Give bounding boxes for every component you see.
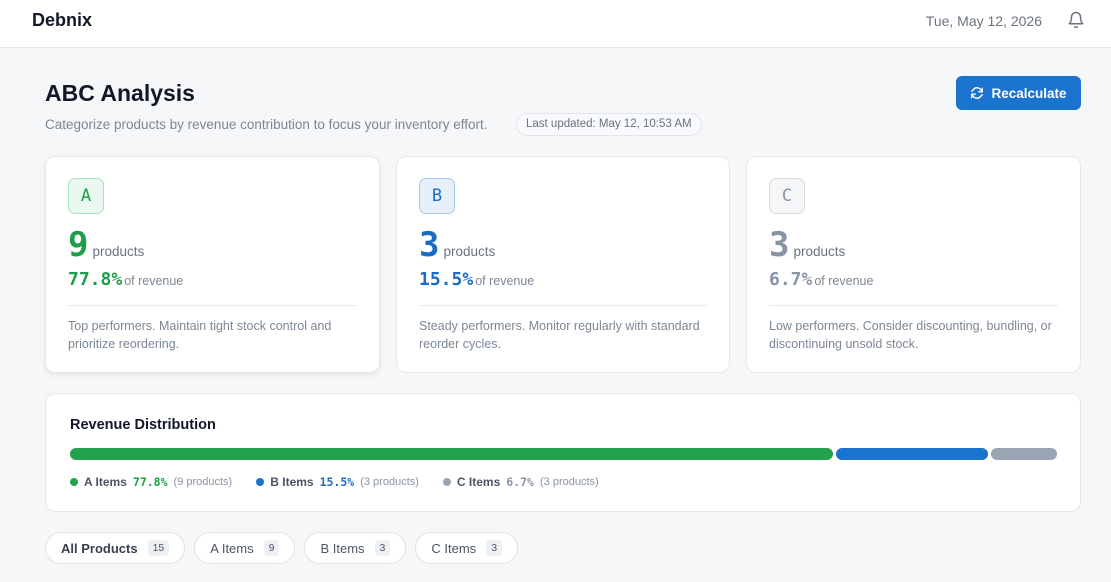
count-value: 9 bbox=[68, 225, 89, 265]
tier-description: Low performers. Consider discounting, bu… bbox=[769, 319, 1052, 351]
tab-count: 3 bbox=[486, 540, 503, 556]
legend-count: (9 products) bbox=[173, 476, 233, 488]
product-count: 3 products bbox=[419, 225, 495, 265]
bell-icon[interactable] bbox=[1067, 11, 1085, 29]
revenue-share: 6.7% of revenue bbox=[769, 269, 873, 290]
tab-a-items[interactable]: A Items 9 bbox=[194, 532, 296, 564]
segment-a bbox=[70, 448, 834, 460]
top-bar: Debnix Tue, May 12, 2026 bbox=[0, 0, 1111, 48]
tier-badge: B bbox=[419, 178, 455, 214]
legend-item-a: A Items 77.8% (9 products) bbox=[70, 475, 232, 489]
tab-label: A Items bbox=[210, 540, 254, 556]
tier-badge: C bbox=[769, 178, 805, 214]
legend-name: A Items bbox=[84, 475, 127, 489]
revenue-label: of revenue bbox=[124, 274, 184, 288]
count-label: products bbox=[793, 244, 846, 259]
legend-pct: 77.8% bbox=[132, 475, 168, 489]
legend-count: (3 products) bbox=[539, 476, 599, 488]
tab-count: 3 bbox=[374, 540, 391, 556]
tab-label: C Items bbox=[431, 540, 477, 556]
revenue-pct: 15.5% bbox=[419, 269, 474, 290]
legend-dot bbox=[442, 478, 451, 486]
tab-label: B Items bbox=[320, 540, 365, 556]
product-count: 9 products bbox=[68, 225, 144, 265]
tab-count: 9 bbox=[263, 540, 280, 556]
refresh-icon bbox=[971, 87, 984, 99]
tier-card-a[interactable]: A 9 products 77.8% of revenue Top performe… bbox=[45, 156, 380, 373]
filter-tabs: All Products 15 A Items 9 B Items 3 C It… bbox=[45, 532, 519, 564]
legend-name: C Items bbox=[456, 475, 501, 489]
tab-count: 15 bbox=[147, 540, 170, 556]
tab-label: All Products bbox=[61, 540, 138, 556]
last-updated-badge: Last updated: May 12, 10:53 AM bbox=[516, 113, 702, 136]
legend-count: (3 products) bbox=[360, 476, 419, 488]
divider bbox=[769, 305, 1058, 306]
revenue-pct: 6.7% bbox=[769, 269, 813, 290]
count-label: products bbox=[92, 244, 145, 259]
legend-name: B Items bbox=[270, 475, 314, 489]
revenue-pct: 77.8% bbox=[68, 269, 123, 290]
divider bbox=[68, 305, 357, 306]
brand-logo[interactable]: Debnix bbox=[32, 10, 93, 30]
recalculate-button[interactable]: Recalculate bbox=[956, 76, 1081, 110]
count-value: 3 bbox=[769, 225, 790, 265]
legend-item-c: C Items 6.7% (3 products) bbox=[442, 475, 599, 489]
tier-card-c[interactable]: C 3 products 6.7% of revenue Low performer… bbox=[746, 156, 1081, 373]
revenue-distribution-card: Revenue Distribution A Items 77.8% (9 pr… bbox=[45, 393, 1081, 512]
count-label: products bbox=[443, 244, 496, 259]
tab-all-products[interactable]: All Products 15 bbox=[45, 532, 186, 564]
page-subtitle: Categorize products by revenue contribut… bbox=[45, 117, 488, 132]
recalculate-label: Recalculate bbox=[991, 85, 1067, 101]
tier-badge: A bbox=[68, 178, 104, 214]
distribution-legend: A Items 77.8% (9 products) B Items 15.5%… bbox=[70, 475, 599, 489]
tier-description: Top performers. Maintain tight stock con… bbox=[68, 319, 332, 351]
legend-dot bbox=[256, 478, 265, 486]
distribution-title: Revenue Distribution bbox=[70, 417, 216, 433]
segment-b bbox=[836, 448, 989, 460]
legend-pct: 15.5% bbox=[319, 475, 355, 489]
distribution-bar bbox=[70, 448, 1057, 460]
revenue-label: of revenue bbox=[475, 274, 535, 288]
legend-item-b: B Items 15.5% (3 products) bbox=[256, 475, 419, 489]
segment-c bbox=[991, 448, 1057, 460]
revenue-label: of revenue bbox=[814, 274, 874, 288]
tab-c-items[interactable]: C Items 3 bbox=[415, 532, 519, 564]
revenue-share: 77.8% of revenue bbox=[68, 269, 183, 290]
tier-description: Steady performers. Monitor regularly wit… bbox=[419, 319, 700, 351]
product-count: 3 products bbox=[769, 225, 845, 265]
tier-card-b[interactable]: B 3 products 15.5% of revenue Steady perfo… bbox=[396, 156, 730, 373]
legend-dot bbox=[70, 478, 78, 486]
current-date: Tue, May 12, 2026 bbox=[925, 13, 1042, 29]
divider bbox=[419, 305, 707, 306]
page-title: ABC Analysis bbox=[45, 80, 195, 106]
legend-pct: 6.7% bbox=[506, 475, 534, 489]
tab-b-items[interactable]: B Items 3 bbox=[304, 532, 407, 564]
count-value: 3 bbox=[419, 225, 440, 265]
revenue-share: 15.5% of revenue bbox=[419, 269, 534, 290]
